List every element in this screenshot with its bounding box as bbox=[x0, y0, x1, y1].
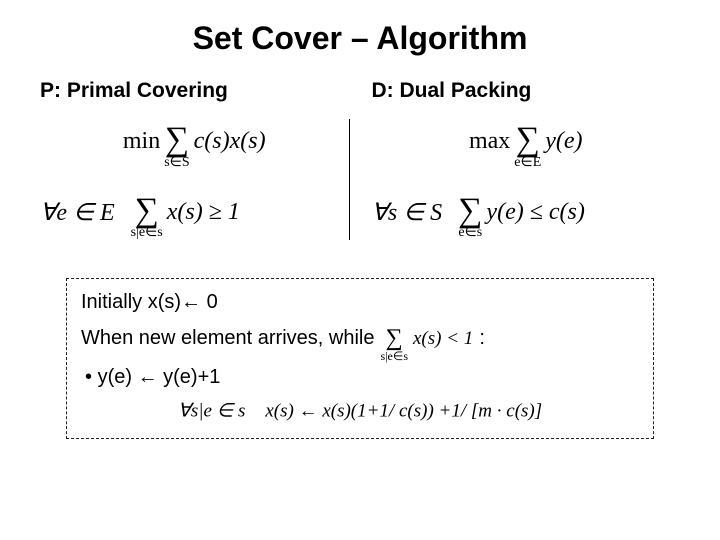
sigma-icon: ∑ s|e∈s bbox=[380, 316, 408, 362]
algo-line-init: Initially x(s)← 0 bbox=[81, 289, 639, 316]
sigma-icon: ∑ e∈E bbox=[514, 113, 541, 170]
dual-constraint-body: y(e) ≤ c(s) bbox=[486, 198, 584, 224]
algo-while-prefix: When new element arrives, while bbox=[81, 325, 374, 352]
dual-column: D: Dual Packing max ∑ e∈E y(e) ∀s ∈ S ∑ … bbox=[350, 79, 681, 240]
bullet-icon: • bbox=[85, 366, 98, 388]
dual-obj-lead: max bbox=[469, 128, 510, 154]
primal-heading: P: Primal Covering bbox=[40, 79, 349, 103]
algo-update-quant: ∀s|e ∈ s bbox=[178, 400, 246, 421]
algo-update-formula: ∀s|e ∈ s x(s) ← x(s)(1+1/ c(s)) +1/ [m ·… bbox=[81, 397, 639, 424]
algo-bullet-text: y(e) ← y(e)+1 bbox=[98, 366, 221, 388]
sigma-icon: ∑ s|e∈s bbox=[131, 184, 163, 241]
algo-while-body: x(s) < 1 bbox=[413, 328, 473, 349]
dual-constraint-quant: ∀s ∈ S bbox=[372, 199, 443, 225]
dual-heading: D: Dual Packing bbox=[372, 79, 681, 103]
algo-line-while: When new element arrives, while ∑ s|e∈s … bbox=[81, 316, 639, 362]
primal-obj-body: c(s)x(s) bbox=[194, 128, 266, 154]
dual-constraint: ∀s ∈ S ∑ e∈s y(e) ≤ c(s) bbox=[372, 184, 681, 241]
algo-bullet-line: • y(e) ← y(e)+1 bbox=[81, 364, 639, 391]
dual-obj-body: y(e) bbox=[545, 128, 582, 154]
primal-constraint-sumunder: s|e∈s bbox=[131, 226, 163, 240]
primal-column: P: Primal Covering min ∑ s∈S c(s)x(s) ∀e… bbox=[40, 79, 349, 240]
dual-obj-sumunder: e∈E bbox=[514, 156, 541, 170]
slide: Set Cover – Algorithm P: Primal Covering… bbox=[0, 0, 720, 459]
primal-constraint-quant: ∀e ∈ E bbox=[40, 199, 115, 225]
algo-update-body: x(s) ← x(s)(1+1/ c(s)) +1/ [m · c(s)] bbox=[265, 400, 542, 421]
algo-while-sumunder: s|e∈s bbox=[380, 350, 408, 362]
primal-obj-lead: min bbox=[123, 128, 160, 154]
sigma-icon: ∑ e∈s bbox=[458, 184, 482, 241]
algo-while-condition: ∑ s|e∈s x(s) < 1 bbox=[380, 316, 473, 362]
two-column-region: P: Primal Covering min ∑ s∈S c(s)x(s) ∀e… bbox=[40, 79, 680, 250]
algorithm-box: Initially x(s)← 0 When new element arriv… bbox=[66, 278, 654, 439]
algo-while-colon: : bbox=[479, 325, 485, 352]
dual-constraint-sumunder: e∈s bbox=[458, 226, 482, 240]
primal-constraint: ∀e ∈ E ∑ s|e∈s x(s) ≥ 1 bbox=[40, 184, 349, 241]
slide-title: Set Cover – Algorithm bbox=[40, 20, 680, 57]
primal-objective: min ∑ s∈S c(s)x(s) bbox=[40, 113, 349, 170]
primal-constraint-body: x(s) ≥ 1 bbox=[167, 198, 240, 224]
dual-objective: max ∑ e∈E y(e) bbox=[372, 113, 681, 170]
sigma-icon: ∑ s∈S bbox=[164, 113, 189, 170]
primal-obj-sumunder: s∈S bbox=[164, 156, 189, 170]
